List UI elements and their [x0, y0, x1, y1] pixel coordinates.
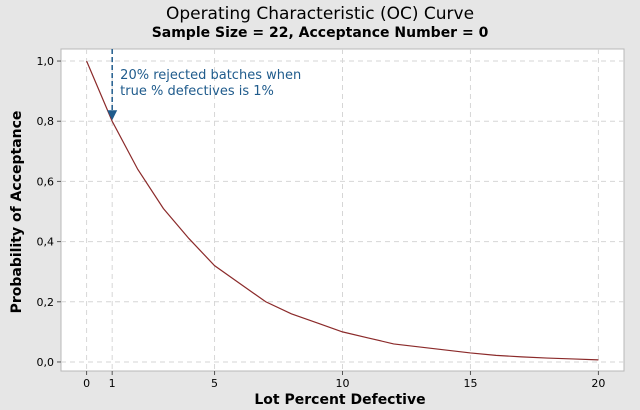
y-tick-label: 1,0 — [37, 55, 55, 68]
tick-labels: 0 1 5 10 15 200,00,20,40,60,81,0 — [37, 55, 606, 390]
x-axis-label: Lot Percent Defective — [254, 392, 425, 408]
x-tick-label: 10 — [336, 377, 350, 390]
x-tick-label: 20 — [591, 377, 605, 390]
y-tick-label: 0,6 — [37, 175, 55, 188]
annotation-group: 20% rejected batches when true % defecti… — [107, 49, 305, 121]
y-axis-label: Probability of Acceptance — [9, 111, 25, 314]
chart-subtitle: Sample Size = 22, Acceptance Number = 0 — [152, 25, 489, 41]
y-tick-label: 0,2 — [37, 296, 55, 309]
grid-lines — [61, 49, 624, 371]
y-tick-label: 0,8 — [37, 115, 55, 128]
x-tick-label: 15 — [463, 377, 477, 390]
annotation-text-line-1: 20% rejected batches when — [120, 68, 301, 83]
y-tick-label: 0,4 — [37, 236, 55, 249]
axes — [57, 60, 599, 375]
series-layer — [86, 60, 599, 361]
x-tick-label: 5 — [211, 377, 218, 390]
annotation-text-line-2: true % defectives is 1% — [120, 84, 274, 99]
x-tick-label: 0 — [83, 377, 90, 390]
chart-title: Operating Characteristic (OC) Curve — [166, 4, 474, 24]
oc-curve-line — [86, 60, 599, 361]
annotation-arrow-icon — [107, 110, 118, 121]
y-tick-label: 0,0 — [37, 356, 55, 369]
x-tick-label: 1 — [109, 377, 116, 390]
annotation-text: 20% rejected batches when true % defecti… — [120, 68, 305, 99]
plot-area — [60, 48, 625, 372]
